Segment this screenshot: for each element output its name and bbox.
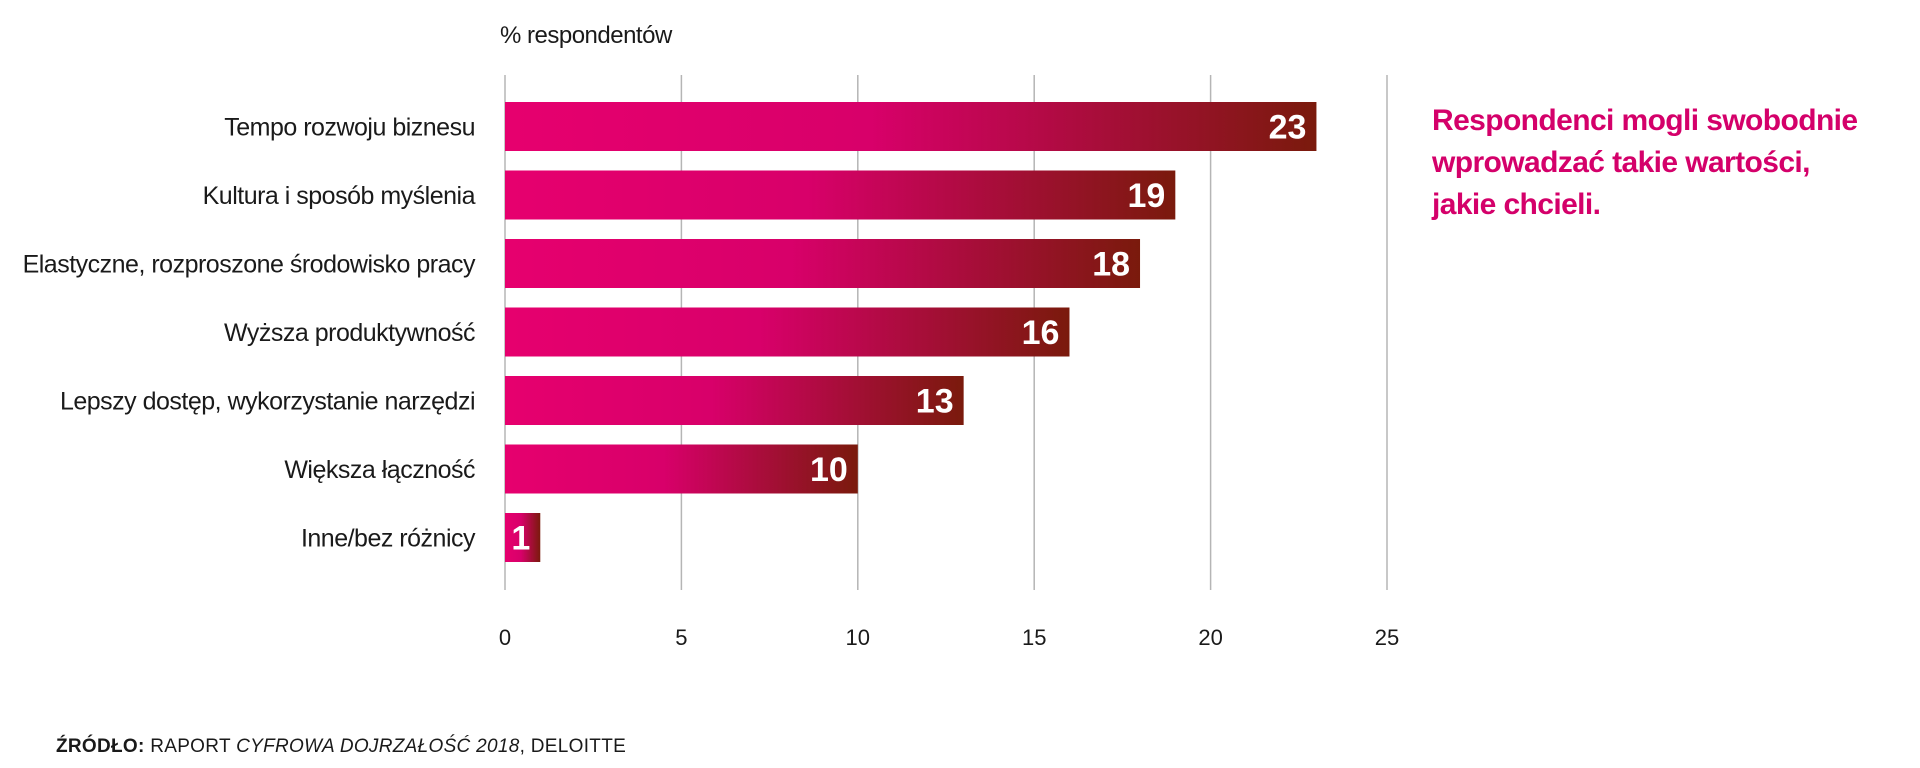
x-tick-label: 15 — [1022, 625, 1046, 650]
bar — [505, 307, 1070, 357]
bar — [505, 239, 1141, 288]
bar — [505, 170, 1176, 220]
category-label: Tempo rozwoju biznesu — [224, 114, 475, 142]
x-tick-label: 20 — [1198, 625, 1222, 650]
x-tick-label: 5 — [675, 625, 687, 650]
x-tick-label: 10 — [846, 625, 870, 650]
source-credit: ŹRÓDŁO: RAPORT CYFROWA DOJRZAŁOŚĆ 2018, … — [56, 736, 626, 758]
annotation-note: Respondenci mogli swobodnie wprowadzać t… — [1432, 104, 1858, 221]
category-label: Lepszy dostęp, wykorzystanie narzędzi — [60, 388, 475, 416]
bar — [505, 513, 541, 562]
x-tick-label: 25 — [1375, 625, 1399, 650]
source-label: ŹRÓDŁO: — [56, 736, 145, 757]
category-label: Wyższa produktywność — [224, 319, 475, 347]
category-label: Większa łączność — [284, 456, 475, 484]
bar — [505, 444, 858, 494]
source-title: CYFROWA DOJRZAŁOŚĆ 2018 — [236, 736, 520, 757]
category-label: Elastyczne, rozproszone środowisko pracy — [23, 251, 476, 279]
axis-unit-label: % respondentów — [500, 22, 672, 49]
bar — [505, 376, 964, 425]
source-text-after: , DELOITTE — [519, 736, 627, 757]
source-text-before: RAPORT — [144, 736, 237, 757]
bar-value-label: 16 — [1022, 314, 1060, 352]
bar-value-label: 19 — [1127, 177, 1165, 215]
category-label: Kultura i sposób myślenia — [203, 182, 476, 210]
bar — [505, 102, 1317, 151]
bar-value-label: 10 — [810, 451, 848, 489]
category-label: Inne/bez różnicy — [301, 525, 476, 553]
bar-value-label: 23 — [1269, 109, 1307, 147]
bar-value-label: 13 — [916, 383, 954, 421]
bar-value-label: 1 — [511, 520, 530, 558]
x-tick-label: 0 — [499, 625, 511, 650]
bar-value-label: 18 — [1092, 246, 1130, 284]
